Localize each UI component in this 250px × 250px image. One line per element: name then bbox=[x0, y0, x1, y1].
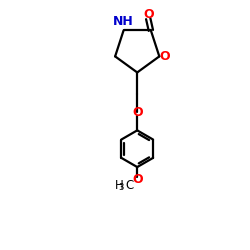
Text: O: O bbox=[132, 106, 142, 118]
Text: O: O bbox=[159, 50, 170, 63]
Text: 3: 3 bbox=[118, 183, 124, 192]
Text: H: H bbox=[115, 179, 124, 192]
Text: NH: NH bbox=[113, 16, 134, 28]
Text: C: C bbox=[126, 179, 134, 192]
Text: O: O bbox=[144, 8, 154, 21]
Text: O: O bbox=[132, 173, 142, 186]
